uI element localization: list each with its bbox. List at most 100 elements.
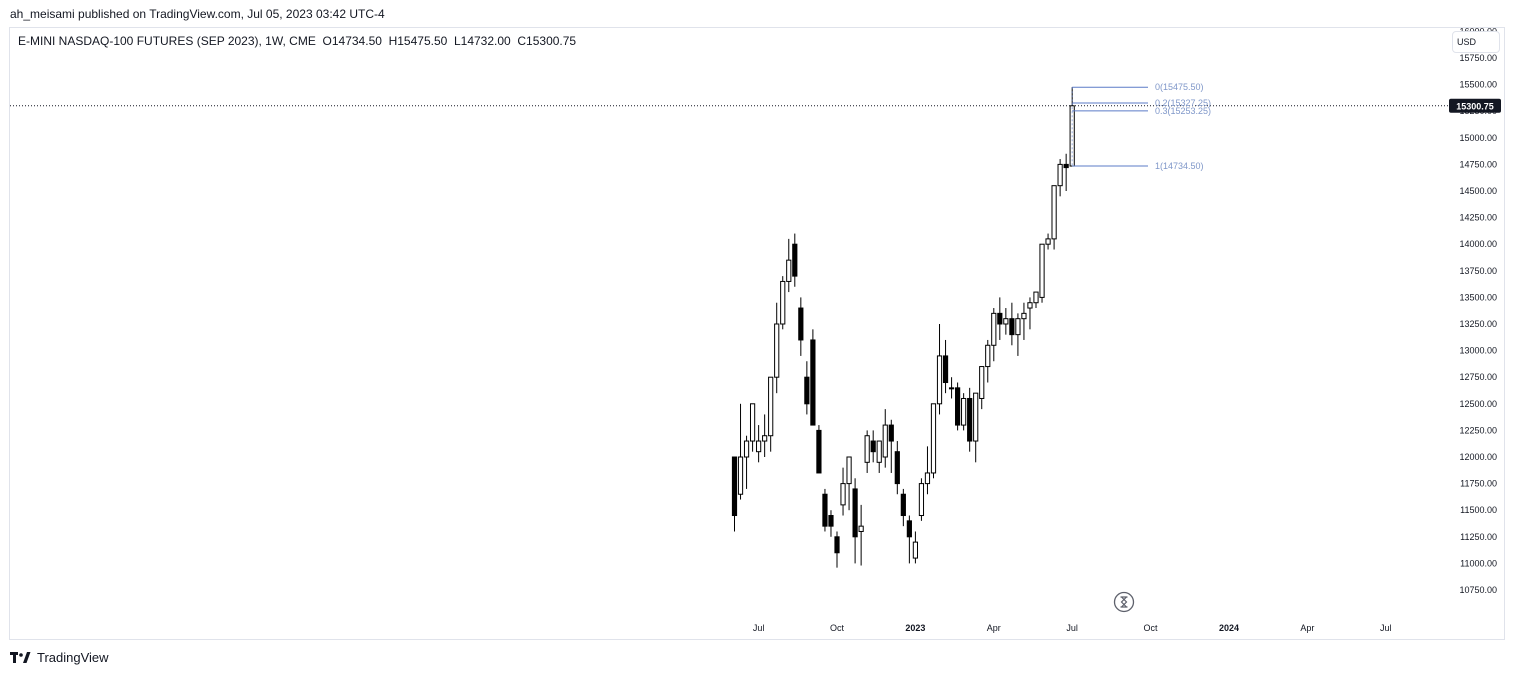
footer-brand: TradingView (37, 650, 109, 665)
x-tick-label: 2023 (905, 623, 925, 633)
y-tick-label: 15000.00 (1459, 133, 1497, 143)
publish-info: ah_meisami published on TradingView.com,… (10, 7, 385, 21)
y-tick-label: 12750.00 (1459, 372, 1497, 382)
ohlc-low: L14732.00 (453, 34, 511, 48)
tradingview-logo-icon (10, 651, 31, 663)
candle-body (768, 376, 774, 437)
candle-body (948, 387, 955, 390)
candle-body (816, 429, 822, 474)
footer: TradingView (10, 650, 109, 665)
y-tick-label: 13500.00 (1459, 292, 1497, 302)
x-tick-label: 2024 (1219, 623, 1239, 633)
y-tick-label: 14000.00 (1459, 239, 1497, 249)
y-tick-label: 10750.00 (1459, 585, 1497, 595)
candle-body (828, 515, 834, 527)
candle-body (852, 488, 858, 538)
candle-body (961, 397, 967, 426)
candle-body (900, 493, 906, 517)
candle-body (942, 355, 949, 384)
x-tick-label: Oct (830, 623, 845, 633)
ohlc-close: C15300.75 (517, 34, 577, 48)
candle-body (1003, 318, 1009, 325)
candle-body (985, 344, 991, 368)
candle-body (804, 376, 810, 405)
candle-body (1063, 163, 1069, 169)
candle-body (864, 435, 870, 463)
candle-body (1033, 291, 1039, 304)
candle-body (780, 280, 786, 325)
hourglass-icon[interactable] (1113, 591, 1135, 613)
ohlc-high: H15475.50 (388, 34, 448, 48)
candle-body (762, 435, 768, 442)
candle-body (1039, 243, 1045, 298)
candle-body (858, 525, 864, 532)
candle-body (1057, 163, 1063, 187)
candle-body (1027, 302, 1033, 309)
x-tick-label: Apr (987, 623, 1001, 633)
y-tick-label: 14250.00 (1459, 213, 1497, 223)
candle-body (1045, 238, 1051, 245)
x-tick-label: Jul (1380, 623, 1392, 633)
candle-body (906, 520, 912, 538)
y-tick-label: 15750.00 (1459, 53, 1497, 63)
candle-body (786, 259, 792, 282)
candle-body (774, 323, 780, 378)
fib-level-label: 0.3(15253.25) (1155, 106, 1211, 116)
candle-body (743, 440, 750, 458)
candle-body (997, 312, 1003, 325)
candle-body (888, 424, 894, 442)
y-tick-label: 15500.00 (1459, 80, 1497, 90)
price-tag (1449, 98, 1501, 113)
y-tick-label: 13250.00 (1459, 319, 1497, 329)
x-tick-label: Apr (1300, 623, 1314, 633)
chart-frame[interactable] (9, 27, 1505, 640)
candle-body (912, 541, 918, 559)
candle-body (882, 424, 888, 458)
fib-level-label: 1(14734.50) (1155, 161, 1204, 171)
fib-level-label: 0(15475.50) (1155, 82, 1204, 92)
y-tick-label: 14500.00 (1459, 186, 1497, 196)
candle-body (798, 307, 804, 341)
candle-body (894, 451, 900, 485)
y-tick-label: 13000.00 (1459, 346, 1497, 356)
candle-body (979, 366, 985, 399)
symbol-title: E-MINI NASDAQ-100 FUTURES (SEP 2023), 1W… (18, 34, 316, 48)
candle-body (840, 483, 846, 506)
x-tick-label: Jul (753, 623, 765, 633)
y-tick-label: 11500.00 (1460, 505, 1497, 515)
candle-body (936, 355, 943, 405)
candle-body (870, 440, 876, 453)
candle-body (991, 312, 997, 346)
candle-body (731, 456, 738, 517)
candle-body (792, 243, 798, 277)
x-tick-label: Oct (1144, 623, 1159, 633)
candle-body (876, 440, 882, 463)
y-tick-label: 12000.00 (1459, 452, 1497, 462)
candle-body (955, 387, 961, 426)
candle-body (810, 339, 816, 426)
ohlc-open: O14734.50 (322, 34, 382, 48)
y-tick-label: 14750.00 (1459, 159, 1497, 169)
price-tag-label: 15300.75 (1456, 101, 1494, 111)
y-tick-label: 11000.00 (1460, 558, 1497, 568)
fib-level-label: 0.2(15327.25) (1155, 98, 1211, 108)
candle-body (756, 440, 762, 453)
candle-body (918, 483, 925, 517)
candle-body (822, 493, 828, 527)
candle-body (924, 472, 931, 485)
x-tick-label: Jul (1066, 623, 1078, 633)
symbol-legend: E-MINI NASDAQ-100 FUTURES (SEP 2023), 1W… (18, 34, 576, 48)
candle-body (737, 456, 744, 495)
candle-body (1015, 318, 1021, 336)
candle-body (967, 397, 973, 442)
candle-body (1009, 318, 1015, 336)
candle-body (846, 456, 852, 485)
y-tick-label: 11750.00 (1460, 479, 1497, 489)
y-tick-label: 12250.00 (1459, 425, 1497, 435)
candle-body (749, 403, 756, 442)
y-tick-label: 12500.00 (1459, 399, 1497, 409)
y-tick-label: 11250.00 (1460, 532, 1497, 542)
currency-selector[interactable]: USD (1452, 31, 1500, 53)
y-tick-label: 13750.00 (1459, 266, 1497, 276)
